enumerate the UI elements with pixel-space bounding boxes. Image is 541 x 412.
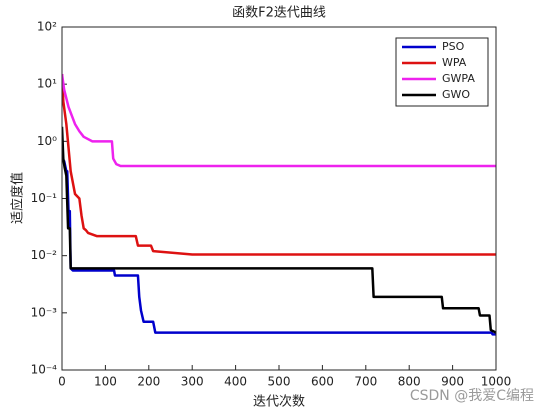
chart-title: 函数F2迭代曲线 <box>232 6 326 21</box>
y-axis-label: 适应度值 <box>10 172 26 224</box>
x-tick-label: 1000 <box>481 375 512 389</box>
x-tick-label: 600 <box>311 375 334 389</box>
x-tick-label: 100 <box>94 375 117 389</box>
series-line <box>62 74 496 256</box>
x-tick-label: 800 <box>398 375 421 389</box>
watermark: CSDN @我爱C编程 <box>410 388 534 404</box>
x-tick-label: 0 <box>58 375 66 389</box>
legend-label: PSO <box>442 40 465 53</box>
x-tick-label: 900 <box>441 375 464 389</box>
series-line <box>62 126 496 334</box>
x-axis-label: 迭代次数 <box>253 394 305 410</box>
legend-label: GWO <box>442 88 470 101</box>
x-tick-label: 200 <box>137 375 160 389</box>
y-tick-label: 10⁻³ <box>31 305 58 319</box>
y-tick-label: 10⁰ <box>37 134 57 148</box>
legend-label: WPA <box>442 56 467 69</box>
y-tick-label: 10⁻² <box>31 248 58 262</box>
y-tick-label: 10⁻⁴ <box>31 363 58 377</box>
y-tick-label: 10¹ <box>37 77 57 91</box>
x-tick-label: 300 <box>181 375 204 389</box>
plot-lines <box>62 73 496 336</box>
x-tick-label: 700 <box>354 375 377 389</box>
y-tick-label: 10² <box>37 20 57 34</box>
x-tick-label: 400 <box>224 375 247 389</box>
y-tick-label: 10⁻¹ <box>31 191 58 205</box>
legend-label: GWPA <box>442 72 475 85</box>
axes-frame <box>61 26 497 371</box>
series-line <box>62 73 496 168</box>
x-tick-label: 500 <box>268 375 291 389</box>
